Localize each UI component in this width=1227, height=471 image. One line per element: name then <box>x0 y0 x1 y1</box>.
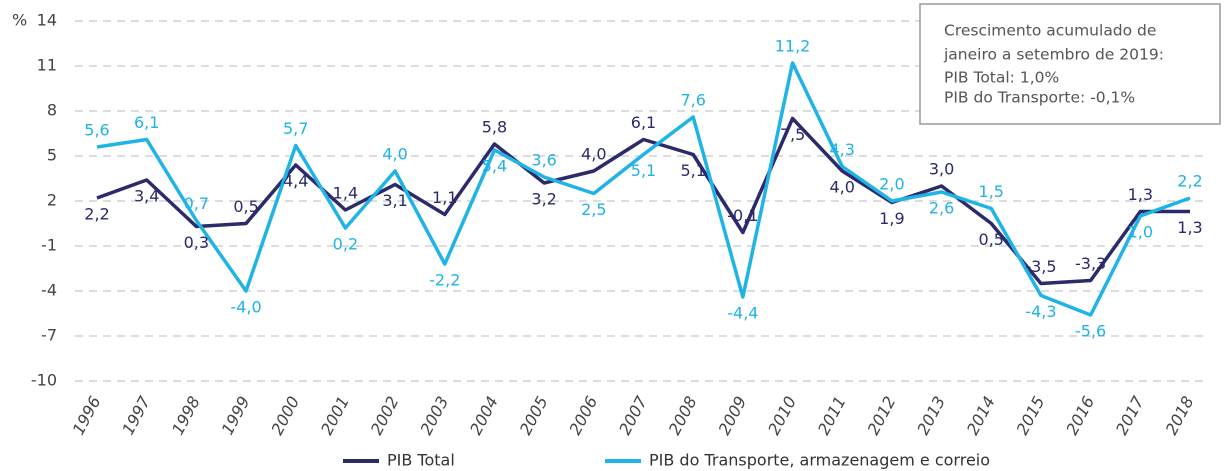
y-tick-label: 5 <box>47 146 57 165</box>
data-label: -0,1 <box>727 206 758 225</box>
data-label: 5,7 <box>283 119 308 138</box>
data-label: 0,7 <box>184 194 209 213</box>
x-tick-label: 2000 <box>267 393 303 438</box>
data-label: 4,3 <box>830 140 855 159</box>
x-tick-label: 2005 <box>516 393 552 438</box>
x-tick-label: 2012 <box>864 393 900 438</box>
data-label: 5,4 <box>482 157 507 176</box>
data-label: 4,0 <box>382 145 407 164</box>
data-label: 1,3 <box>1177 218 1202 237</box>
x-tick-label: 2017 <box>1112 392 1148 438</box>
data-label: 4,0 <box>581 145 606 164</box>
data-label: -2,2 <box>429 271 460 290</box>
legend-label: PIB do Transporte, armazenagem e correio <box>649 451 990 470</box>
y-tick-label: 8 <box>47 101 57 120</box>
x-tick-label: 2002 <box>367 393 403 438</box>
y-unit: % <box>12 11 27 30</box>
x-tick-label: 1997 <box>118 392 154 438</box>
x-tick-label: 2006 <box>565 393 601 438</box>
x-tick-label: 2003 <box>416 393 452 438</box>
data-label: 5,8 <box>482 118 507 137</box>
annotation-line: PIB do Transporte: -0,1% <box>944 89 1135 107</box>
data-label: 1,9 <box>879 209 904 228</box>
data-label: -3,3 <box>1075 254 1106 273</box>
y-tick-label: -1 <box>41 236 57 255</box>
data-label: 0,2 <box>333 235 358 254</box>
data-label: 2,2 <box>1177 172 1202 191</box>
x-tick-label: 2004 <box>466 393 502 438</box>
data-label: -5,6 <box>1075 322 1106 341</box>
x-tick-label: 1999 <box>218 393 254 438</box>
x-tick-label: 2008 <box>665 393 701 438</box>
data-label: 2,2 <box>84 205 109 224</box>
data-label: 3,4 <box>134 187 159 206</box>
data-label: 6,1 <box>134 113 159 132</box>
data-label: 0,3 <box>184 233 209 252</box>
data-label: 2,5 <box>581 200 606 219</box>
x-tick-label: 2007 <box>615 392 651 438</box>
data-label: 0,5 <box>233 197 258 216</box>
data-label: 7,5 <box>780 125 805 144</box>
data-label: 0,5 <box>979 230 1004 249</box>
annotation-line: PIB Total: 1,0% <box>944 69 1059 87</box>
annotation-line: Crescimento acumulado de <box>944 22 1156 40</box>
y-tick-label: 11 <box>37 56 57 75</box>
x-tick-label: 2018 <box>1162 393 1198 438</box>
data-label: 3,1 <box>382 191 407 210</box>
data-label: -4,4 <box>727 304 758 323</box>
x-tick-label: 1998 <box>168 393 204 438</box>
x-tick-label: 2009 <box>714 393 750 438</box>
data-label: 1,1 <box>432 188 457 207</box>
x-tick-label: 2016 <box>1062 393 1098 438</box>
data-label: 4,4 <box>283 172 308 191</box>
data-label: 1,3 <box>1128 185 1153 204</box>
data-label: 7,6 <box>680 91 705 110</box>
annotation-box <box>919 3 1221 125</box>
y-tick-label: -10 <box>31 371 57 390</box>
data-label: 5,1 <box>631 161 656 180</box>
legend-label: PIB Total <box>387 451 455 470</box>
annotation-line: janeiro a setembro de 2019: <box>943 46 1164 64</box>
data-label: -3,5 <box>1025 257 1056 276</box>
x-tick-label: 2015 <box>1013 393 1049 438</box>
data-label: 11,2 <box>775 37 811 56</box>
line-series <box>96 116 1190 286</box>
y-tick-label: -7 <box>41 326 57 345</box>
x-tick-label: 2014 <box>963 393 999 438</box>
data-label: 5,1 <box>680 161 705 180</box>
x-tick-label: 2013 <box>913 393 949 438</box>
y-tick-label: 14 <box>37 11 57 30</box>
data-label: 2,0 <box>879 175 904 194</box>
x-tick-label: 1996 <box>69 393 105 438</box>
data-label: 2,6 <box>929 199 954 218</box>
x-tick-label: 2011 <box>814 393 850 438</box>
data-label: 5,6 <box>84 121 109 140</box>
line-series <box>96 61 1191 317</box>
data-label: -4,0 <box>230 298 261 317</box>
data-label: 1,5 <box>979 182 1004 201</box>
x-tick-label: 2001 <box>317 393 353 438</box>
data-label: 3,0 <box>929 160 954 179</box>
data-label: -4,3 <box>1025 302 1056 321</box>
y-tick-label: -4 <box>41 281 57 300</box>
data-label: 4,0 <box>830 178 855 197</box>
annotation: Crescimento acumulado de janeiro a setem… <box>919 3 1221 125</box>
data-label: 3,2 <box>531 190 556 209</box>
data-label: 6,1 <box>631 113 656 132</box>
data-label: 1,0 <box>1128 223 1153 242</box>
y-tick-label: 2 <box>47 191 57 210</box>
data-label: 1,4 <box>333 184 358 203</box>
x-tick-label: 2010 <box>764 393 800 438</box>
data-label: 3,6 <box>531 151 556 170</box>
